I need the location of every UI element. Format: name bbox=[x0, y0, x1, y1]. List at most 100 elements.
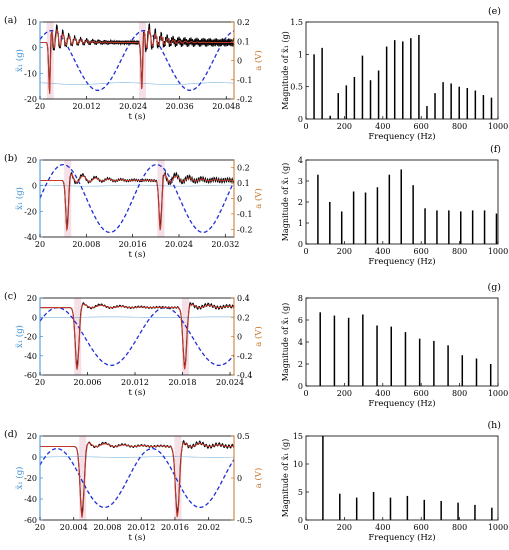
x-axis-label: Frequency (Hz) bbox=[368, 256, 435, 267]
y-axis-label: Magnitude of ẍ₁ (g) bbox=[281, 163, 290, 242]
impact-region bbox=[64, 160, 72, 237]
y-tick-label: 15 bbox=[293, 432, 303, 441]
y2-axis-label: a (V) bbox=[253, 468, 264, 489]
y2-tick-label: 0.4 bbox=[237, 294, 250, 303]
y-tick-label: 3 bbox=[298, 177, 303, 186]
y-tick-label: 1 bbox=[298, 50, 303, 59]
y-tick-label: 4 bbox=[298, 156, 303, 165]
panel-label: (h) bbox=[487, 420, 501, 431]
y2-tick-label: -0.1 bbox=[237, 210, 252, 219]
x-tick-label: 0 bbox=[303, 247, 308, 256]
x-tick-label: 20.032 bbox=[211, 240, 239, 249]
x-tick-label: 20 bbox=[35, 378, 45, 387]
x-axis-label: t (s) bbox=[128, 387, 145, 398]
series-light-blue bbox=[40, 184, 234, 187]
series-red bbox=[40, 442, 235, 518]
x-tick-label: 20 bbox=[35, 523, 45, 532]
x-tick-label: 800 bbox=[452, 122, 467, 131]
y-axis-label: Magnitude of ẍ₁ (g) bbox=[281, 439, 290, 518]
y2-tick-label: 0 bbox=[237, 333, 242, 342]
series-red bbox=[40, 303, 234, 370]
y-axis-label: Magnitude of ẍ₁ (g) bbox=[281, 303, 290, 382]
y-tick-label: 2 bbox=[298, 360, 303, 369]
x-tick-label: 20.024 bbox=[216, 378, 244, 387]
x-tick-label: 600 bbox=[414, 389, 429, 398]
panel-label: (a) bbox=[4, 15, 17, 26]
y2-tick-label: 0.5 bbox=[237, 432, 250, 441]
series-light-blue bbox=[40, 316, 234, 318]
x-tick-label: 1000 bbox=[488, 523, 508, 532]
y-tick-label: 20 bbox=[27, 432, 37, 441]
x-tick-label: 0 bbox=[303, 122, 308, 131]
panel-label: (g) bbox=[488, 282, 502, 293]
panel-e: 0 200 400 600 800 1000 0 0.5 1 1.5 Frequency (Hz) M… bbox=[281, 6, 508, 142]
x-tick-label: 20.004 bbox=[60, 523, 88, 532]
y-axis-label: ẍ₁ (g) bbox=[14, 467, 25, 490]
y2-tick-label: 0.2 bbox=[237, 18, 250, 27]
x-tick-label: 600 bbox=[414, 122, 429, 131]
y-axis-label: ẍ₁ (g) bbox=[14, 325, 25, 348]
x-tick-label: 20.018 bbox=[169, 378, 197, 387]
y-axis-label: ẍ₁ (g) bbox=[14, 49, 25, 72]
x-tick-label: 20.036 bbox=[166, 102, 194, 111]
y2-tick-label: 0 bbox=[237, 474, 242, 483]
y-tick-label: 0.5 bbox=[290, 83, 303, 92]
impact-region bbox=[74, 298, 82, 375]
series-dashed-blue bbox=[39, 306, 235, 367]
y-tick-label: 0 bbox=[298, 115, 303, 124]
y2-tick-label: -0.2 bbox=[237, 352, 252, 361]
panel-a: 20 20.012 20.024 20.036 20.048 -20 -10 0 10 -0.2 -… bbox=[4, 15, 264, 122]
y-tick-label: 0 bbox=[298, 382, 303, 391]
y-tick-label: 0 bbox=[32, 182, 37, 191]
x-tick-label: 200 bbox=[337, 523, 352, 532]
panel-label: (c) bbox=[4, 291, 17, 302]
y2-tick-label: 0 bbox=[237, 57, 242, 66]
y-tick-label: -20 bbox=[24, 207, 37, 216]
series-light-blue bbox=[40, 456, 234, 458]
series-red bbox=[40, 173, 234, 232]
y-tick-label: 6 bbox=[298, 316, 303, 325]
series-light-blue bbox=[40, 82, 234, 85]
impact-region bbox=[174, 436, 182, 520]
x-tick-label: 20.016 bbox=[161, 523, 189, 532]
y-tick-label: 1.5 bbox=[290, 18, 303, 27]
y-tick-label: 10 bbox=[27, 18, 37, 27]
y-tick-label: 2 bbox=[298, 198, 303, 207]
series-dashed-blue bbox=[39, 30, 235, 91]
plot-frame bbox=[305, 21, 499, 120]
x-tick-label: 200 bbox=[337, 247, 352, 256]
x-tick-label: 20.012 bbox=[121, 378, 149, 387]
y-tick-label: 10 bbox=[293, 460, 303, 469]
impact-region bbox=[181, 298, 189, 375]
impact-region bbox=[79, 436, 87, 520]
y2-tick-label: -0.5 bbox=[237, 516, 252, 525]
y2-tick-label: 0.1 bbox=[237, 37, 250, 46]
panel-f: 0 200 400 600 800 1000 0 1 2 3 4 Frequency (Hz) Magn… bbox=[281, 144, 508, 267]
x-tick-label: 20.024 bbox=[165, 240, 193, 249]
y-tick-label: 5 bbox=[298, 488, 303, 497]
x-tick-label: 400 bbox=[375, 247, 390, 256]
panel-b: 20 20.008 20.016 20.024 20.032 -40 -20 0 20 -0.2 -… bbox=[4, 153, 264, 260]
panel-label: (f) bbox=[490, 144, 501, 155]
y-tick-label: 0 bbox=[32, 44, 37, 53]
y-tick-label: 8 bbox=[298, 294, 303, 303]
x-tick-label: 800 bbox=[452, 389, 467, 398]
x-axis-label: Frequency (Hz) bbox=[368, 131, 435, 142]
y2-axis-label: a (V) bbox=[253, 50, 264, 71]
panel-label: (e) bbox=[488, 6, 501, 17]
plot-frame bbox=[39, 435, 235, 521]
y-tick-label: 20 bbox=[27, 156, 37, 165]
y2-tick-label: -0.4 bbox=[237, 371, 252, 380]
y-tick-label: 0 bbox=[32, 453, 37, 462]
panel-d: 20 20.004 20.008 20.012 20.016 20.02 -60 -40 -20… bbox=[4, 429, 264, 543]
panel-g: 0 200 400 600 800 1000 0 2 4 6 8 Frequency (Hz) Magn… bbox=[281, 282, 508, 409]
x-tick-label: 20 bbox=[35, 102, 45, 111]
y-tick-label: 0 bbox=[298, 516, 303, 525]
x-tick-label: 1000 bbox=[488, 122, 508, 131]
x-tick-label: 20.012 bbox=[73, 102, 101, 111]
panel-label: (d) bbox=[4, 429, 18, 440]
series-dashed-blue bbox=[39, 163, 235, 234]
y2-tick-label: 0.2 bbox=[237, 164, 250, 173]
y-tick-label: -10 bbox=[24, 69, 37, 78]
